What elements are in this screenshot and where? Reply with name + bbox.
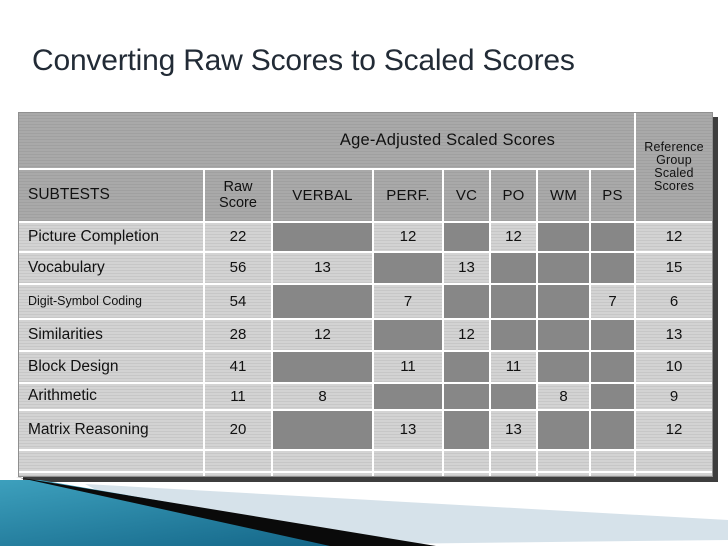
score-cell bbox=[636, 473, 712, 476]
score-cell: 11 bbox=[205, 384, 271, 409]
subtest-name-cell: Matrix Reasoning bbox=[19, 411, 203, 449]
score-cell bbox=[636, 451, 712, 471]
score-cell: 13 bbox=[491, 411, 536, 449]
score-cell bbox=[374, 473, 442, 476]
score-cell bbox=[273, 451, 372, 471]
blocked-cell bbox=[491, 285, 536, 318]
score-cell: 11 bbox=[491, 352, 536, 382]
score-cell: 41 bbox=[205, 352, 271, 382]
score-cell bbox=[538, 473, 589, 476]
column-header-raw-score: Raw Score bbox=[205, 170, 271, 221]
scores-table-grid: Age-Adjusted Scaled Scores Reference Gro… bbox=[19, 113, 712, 476]
score-cell: 12 bbox=[636, 411, 712, 449]
subtest-name-cell: Block Design bbox=[19, 352, 203, 382]
subtest-name-cell: Picture Completion bbox=[19, 223, 203, 251]
subtest-name-cell: Vocabulary bbox=[19, 253, 203, 283]
score-cell: 6 bbox=[636, 285, 712, 318]
score-cell bbox=[491, 473, 536, 476]
scores-table: Age-Adjusted Scaled Scores Reference Gro… bbox=[18, 112, 713, 477]
column-header-wm: WM bbox=[538, 170, 589, 221]
score-cell: 12 bbox=[491, 223, 536, 251]
score-cell: 8 bbox=[273, 384, 372, 409]
column-header-verbal: VERBAL bbox=[273, 170, 372, 221]
score-cell bbox=[444, 451, 489, 471]
score-cell: 7 bbox=[591, 285, 634, 318]
subtest-name-cell: Digit-Symbol Coding bbox=[19, 285, 203, 318]
score-cell bbox=[491, 451, 536, 471]
score-cell: 10 bbox=[636, 352, 712, 382]
score-cell bbox=[538, 451, 589, 471]
column-header-vc: VC bbox=[444, 170, 489, 221]
blocked-cell bbox=[591, 384, 634, 409]
column-header-perf: PERF. bbox=[374, 170, 442, 221]
subtests-header-cell: SUBTESTS bbox=[19, 170, 203, 221]
blocked-cell bbox=[538, 253, 589, 283]
blocked-cell bbox=[444, 223, 489, 251]
blocked-cell bbox=[538, 223, 589, 251]
score-cell: 13 bbox=[444, 253, 489, 283]
subtest-name-cell: Similarities bbox=[19, 320, 203, 350]
score-cell bbox=[205, 473, 271, 476]
subtest-name-cell: Arithmetic bbox=[19, 384, 203, 409]
reference-group-header-cell: Reference Group Scaled Scores bbox=[636, 113, 712, 221]
score-cell: 12 bbox=[374, 223, 442, 251]
score-cell: 12 bbox=[636, 223, 712, 251]
subtest-name-cell bbox=[19, 451, 203, 471]
blocked-cell bbox=[591, 223, 634, 251]
blocked-cell bbox=[538, 285, 589, 318]
blocked-cell bbox=[591, 320, 634, 350]
score-cell: 12 bbox=[444, 320, 489, 350]
score-cell: 11 bbox=[374, 352, 442, 382]
blocked-cell bbox=[273, 411, 372, 449]
score-cell bbox=[374, 451, 442, 471]
blocked-cell bbox=[591, 411, 634, 449]
blocked-cell bbox=[538, 411, 589, 449]
score-cell: 13 bbox=[374, 411, 442, 449]
blocked-cell bbox=[591, 253, 634, 283]
age-adjusted-header-cell: Age-Adjusted Scaled Scores bbox=[19, 113, 634, 168]
score-cell: 54 bbox=[205, 285, 271, 318]
blocked-cell bbox=[491, 320, 536, 350]
blocked-cell bbox=[591, 352, 634, 382]
blocked-cell bbox=[444, 352, 489, 382]
score-cell bbox=[205, 451, 271, 471]
blocked-cell bbox=[374, 253, 442, 283]
score-cell bbox=[591, 451, 634, 471]
black-stripe bbox=[16, 477, 436, 546]
blocked-cell bbox=[491, 253, 536, 283]
bottom-decoration bbox=[0, 477, 728, 546]
score-cell: 28 bbox=[205, 320, 271, 350]
blocked-cell bbox=[374, 384, 442, 409]
score-cell: 12 bbox=[273, 320, 372, 350]
blocked-cell bbox=[538, 320, 589, 350]
slide-title: Converting Raw Scores to Scaled Scores bbox=[32, 44, 575, 77]
score-cell: 7 bbox=[374, 285, 442, 318]
blocked-cell bbox=[273, 223, 372, 251]
score-cell: 9 bbox=[636, 384, 712, 409]
blocked-cell bbox=[444, 384, 489, 409]
score-cell: 20 bbox=[205, 411, 271, 449]
score-cell: 8 bbox=[538, 384, 589, 409]
score-cell: 13 bbox=[636, 320, 712, 350]
blocked-cell bbox=[538, 352, 589, 382]
score-cell bbox=[273, 473, 372, 476]
score-cell: 56 bbox=[205, 253, 271, 283]
column-header-po: PO bbox=[491, 170, 536, 221]
blocked-cell bbox=[444, 411, 489, 449]
blocked-cell bbox=[273, 285, 372, 318]
score-cell bbox=[444, 473, 489, 476]
blocked-cell bbox=[374, 320, 442, 350]
blocked-cell bbox=[491, 384, 536, 409]
score-cell: 15 bbox=[636, 253, 712, 283]
column-header-ps: PS bbox=[591, 170, 634, 221]
blocked-cell bbox=[444, 285, 489, 318]
score-cell: 13 bbox=[273, 253, 372, 283]
score-cell: 22 bbox=[205, 223, 271, 251]
subtest-name-cell bbox=[19, 473, 203, 476]
blocked-cell bbox=[273, 352, 372, 382]
score-cell bbox=[591, 473, 634, 476]
